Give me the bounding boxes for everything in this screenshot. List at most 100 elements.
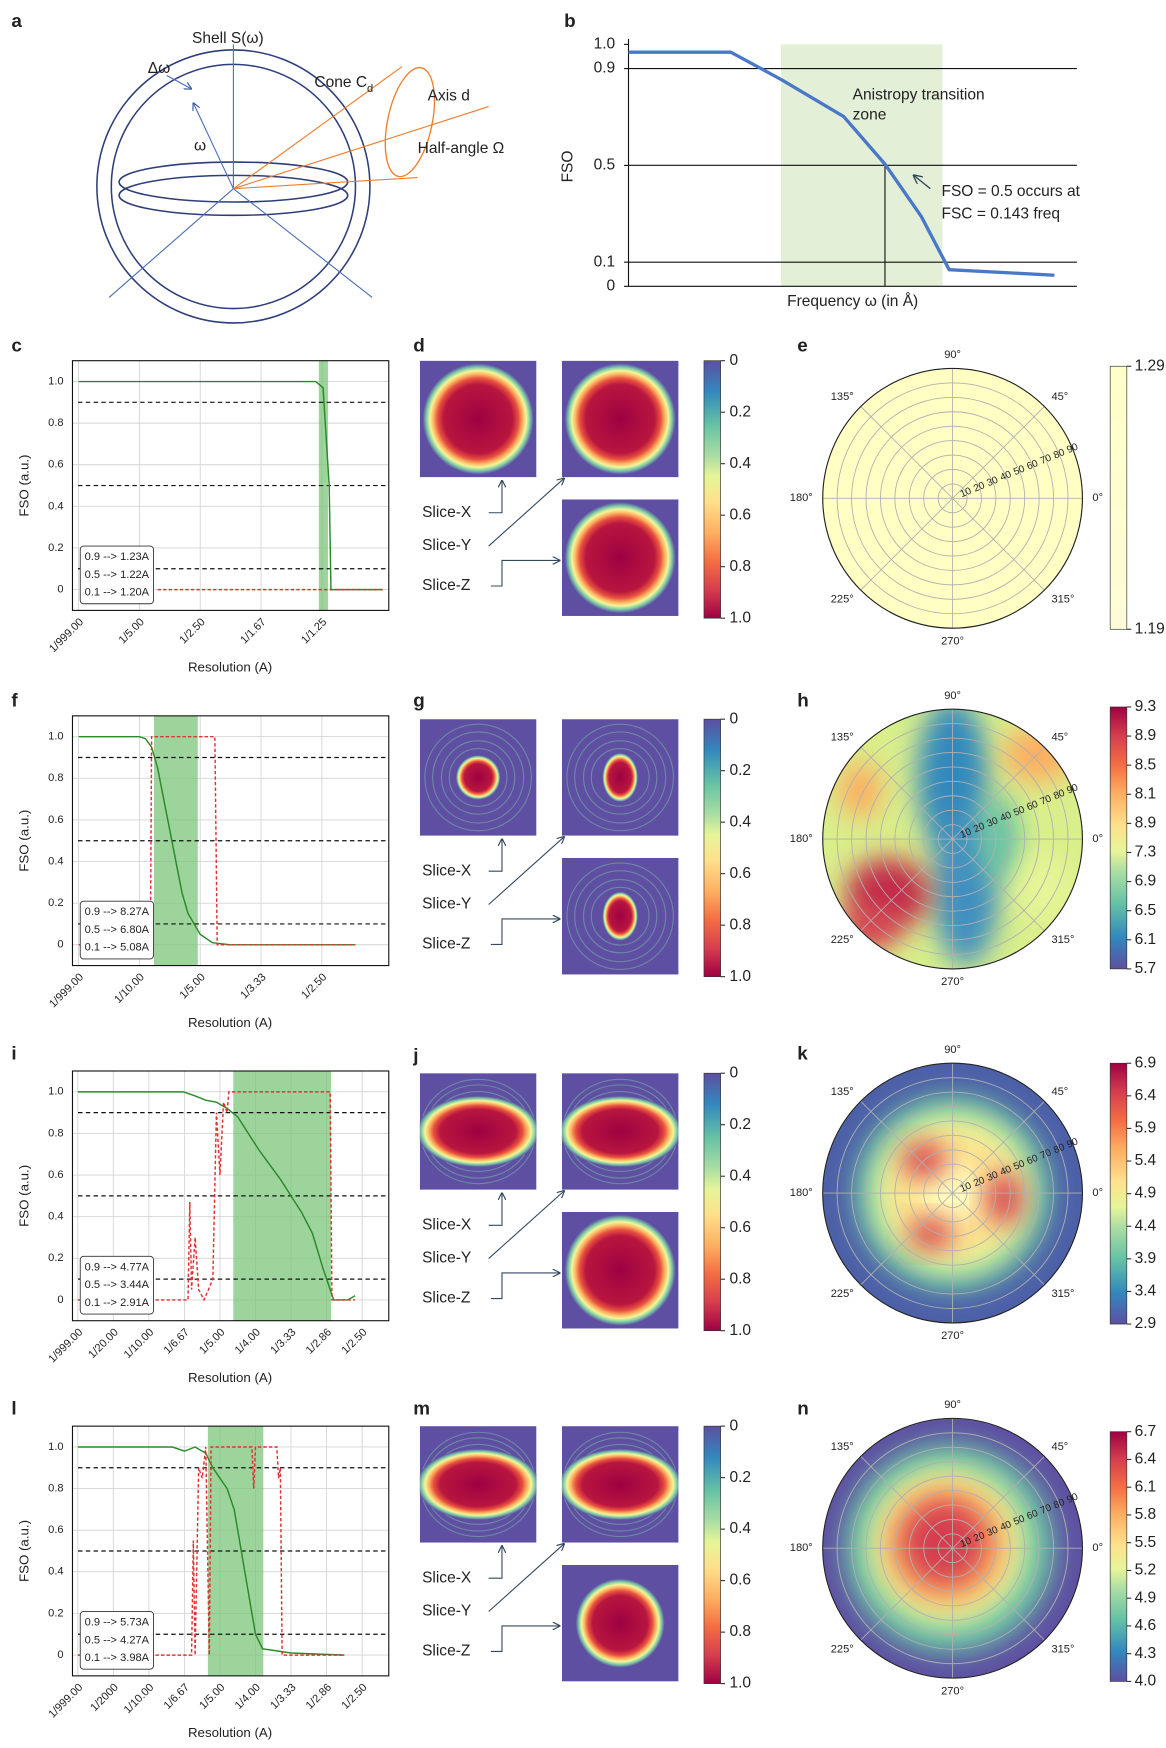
pointer [490, 560, 560, 587]
angle-label: 180° [790, 492, 813, 504]
slice-image [561, 719, 679, 836]
angle-label: 0° [1092, 492, 1103, 504]
colorbar-tick-label: 0.6 [729, 506, 751, 523]
colorbar-tick-label: 8.9 [1135, 814, 1157, 831]
x-tick-label: 1/3.33 [268, 1682, 298, 1712]
x-tick-label: 1/2.86 [304, 1326, 334, 1356]
panel-label: l [11, 1397, 16, 1418]
pointer [488, 1544, 564, 1612]
x-tick-label: 1/999.00 [47, 616, 86, 655]
slice-label: Slice-Z [422, 1290, 470, 1307]
x-axis-label: Resolution (A) [188, 1725, 272, 1740]
frame [71, 715, 390, 967]
y-tick-label: 1.0 [594, 36, 616, 53]
x-axis-label: Resolution (A) [188, 1370, 272, 1385]
angle-label: 315° [1051, 1643, 1074, 1655]
colorbar-tick-label: 0.6 [729, 865, 751, 882]
angle-label: 225° [831, 1288, 854, 1300]
colorbar-tick-label: 8.1 [1135, 785, 1157, 802]
legend-entry: 0.5 --> 1.22A [85, 569, 150, 581]
fso-line [77, 1446, 345, 1656]
y-tick-label: 0.6 [48, 1169, 63, 1181]
colorbar-tick-label: 6.1 [1135, 931, 1157, 948]
slice-blob [455, 755, 501, 800]
y-axis-label: FSO [560, 151, 577, 183]
panel-label: d [413, 334, 425, 355]
y-tick-label: 1.0 [48, 1086, 63, 1098]
panel-label: f [11, 689, 18, 710]
slice-blob [602, 891, 638, 941]
pointer [488, 837, 564, 905]
radial-tick-label: 60 [1025, 1508, 1040, 1523]
panel-label: g [413, 689, 425, 710]
colorbar-tick-label: 9.3 [1135, 698, 1157, 715]
y-tick-label: 0.1 [594, 253, 616, 270]
label: d [367, 83, 373, 95]
legend-box [79, 545, 154, 605]
radial-tick-label: 40 [999, 469, 1014, 484]
y-tick-label: 0.8 [48, 1482, 63, 1494]
x-tick-label: 1/10.00 [122, 1682, 157, 1717]
x-tick-label: 1/6.67 [162, 1326, 192, 1356]
slice-content [561, 857, 679, 975]
radial-tick-label: 80 [1052, 1142, 1067, 1157]
slice-label: Slice-Z [422, 936, 470, 953]
slice-content [419, 360, 537, 478]
angle-label: 225° [831, 934, 854, 946]
slice-label: Slice-X [422, 862, 472, 879]
pointer [488, 1193, 502, 1226]
slice-label: Slice-X [422, 504, 472, 521]
slice-label: Slice-X [422, 1569, 472, 1586]
panel-label: c [11, 334, 21, 355]
y-tick-label: 0.2 [48, 1607, 63, 1619]
y-tick-label: 0.2 [48, 542, 63, 554]
y-tick-label: 0.8 [48, 417, 63, 429]
fso-line-dashed [78, 735, 356, 946]
axis-line [108, 188, 234, 298]
legend-entry: 0.9 --> 1.23A [85, 551, 150, 563]
radial-tick-label: 80 [1052, 1497, 1067, 1512]
radial-tick-label: 70 [1039, 1502, 1054, 1517]
grid-spoke [860, 746, 953, 840]
angle-label: 90° [944, 349, 961, 361]
colorbar-tick-label: 0.4 [729, 1520, 751, 1537]
grid-spoke [952, 1100, 1045, 1194]
label: Cone Cd [314, 74, 373, 94]
y-tick-label: 0.5 [594, 156, 616, 173]
label: Half-angle Ω [418, 140, 505, 157]
radial-tick-label: 40 [999, 810, 1014, 825]
x-tick-label: 1/1.67 [238, 616, 268, 646]
slice-blob [564, 502, 676, 614]
legend-entry: 0.1 --> 3.98A [85, 1652, 150, 1664]
radial-tick-label: 70 [1039, 793, 1054, 808]
radial-tick-label: 30 [985, 475, 1000, 490]
radial-tick-label: 20 [972, 821, 987, 836]
annotation: FSC = 0.143 freq [941, 205, 1060, 222]
legend-entry: 0.1 --> 5.08A [85, 942, 150, 954]
label: Axis d [428, 88, 470, 105]
label: Shell S(ω) [192, 30, 264, 47]
y-tick-label: 0 [57, 1294, 63, 1306]
colorbar [1109, 1062, 1128, 1325]
radial-tick-label: 10 [959, 486, 974, 501]
angle-label: 315° [1051, 593, 1074, 605]
colorbar-tick-label: 0.8 [729, 1270, 751, 1287]
pointer [488, 839, 502, 872]
legend-box [79, 900, 154, 960]
x-tick-label: 1/5.00 [177, 971, 207, 1001]
radial-tick-label: 50 [1012, 1513, 1027, 1528]
angle-label: 135° [831, 391, 854, 403]
radial-tick-label: 50 [1012, 804, 1027, 819]
angle-label: 225° [831, 593, 854, 605]
ring [583, 740, 658, 815]
x-axis-label: Resolution (A) [188, 660, 272, 675]
panel-label: j [412, 1045, 418, 1066]
grid-spoke [952, 498, 1045, 591]
frame [71, 360, 390, 611]
grid-spoke [860, 1192, 953, 1286]
colorbar-tick-label: 0 [729, 710, 738, 727]
angle-label: 180° [790, 833, 813, 845]
angle-label: 270° [941, 635, 964, 647]
radial-tick-label: 70 [1039, 452, 1054, 467]
label: Cone C [314, 74, 367, 91]
